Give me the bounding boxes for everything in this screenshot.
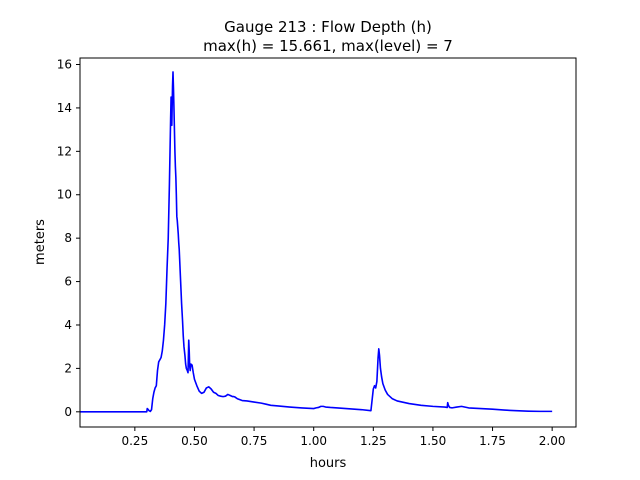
x-tick-label: 2.00	[539, 434, 566, 448]
plot-frame	[79, 57, 577, 428]
y-tick-label: 10	[57, 188, 72, 202]
y-tick-label: 8	[64, 231, 72, 245]
x-axis-label: hours	[310, 456, 347, 471]
x-tick-label: 1.25	[360, 434, 387, 448]
y-tick-label: 0	[64, 405, 72, 419]
x-axis-ticks: 0.25 0.50 0.75 1.00 1.25 1.50 1.75 2.00	[121, 427, 566, 448]
y-tick-label: 16	[57, 58, 72, 72]
chart-title-line-1: Gauge 213 : Flow Depth (h)	[224, 18, 432, 36]
x-tick-label: 0.50	[181, 434, 208, 448]
y-axis-label: meters	[33, 219, 48, 265]
x-tick-label: 1.50	[420, 434, 447, 448]
y-tick-label: 6	[64, 275, 72, 289]
y-axis-ticks: 0 2 4 6 8 10 12 14 16	[57, 58, 80, 419]
y-tick-label: 14	[57, 101, 72, 115]
x-tick-label: 1.75	[479, 434, 506, 448]
x-tick-label: 0.75	[241, 434, 268, 448]
y-tick-label: 12	[57, 144, 72, 158]
plot-series	[80, 71, 553, 413]
x-tick-label: 0.25	[121, 434, 148, 448]
x-tick-label: 1.00	[300, 434, 327, 448]
y-tick-label: 4	[64, 318, 72, 332]
chart-title-line-2: max(h) = 15.661, max(level) = 7	[203, 37, 453, 55]
y-tick-label: 2	[64, 361, 72, 375]
series-line	[80, 71, 553, 413]
